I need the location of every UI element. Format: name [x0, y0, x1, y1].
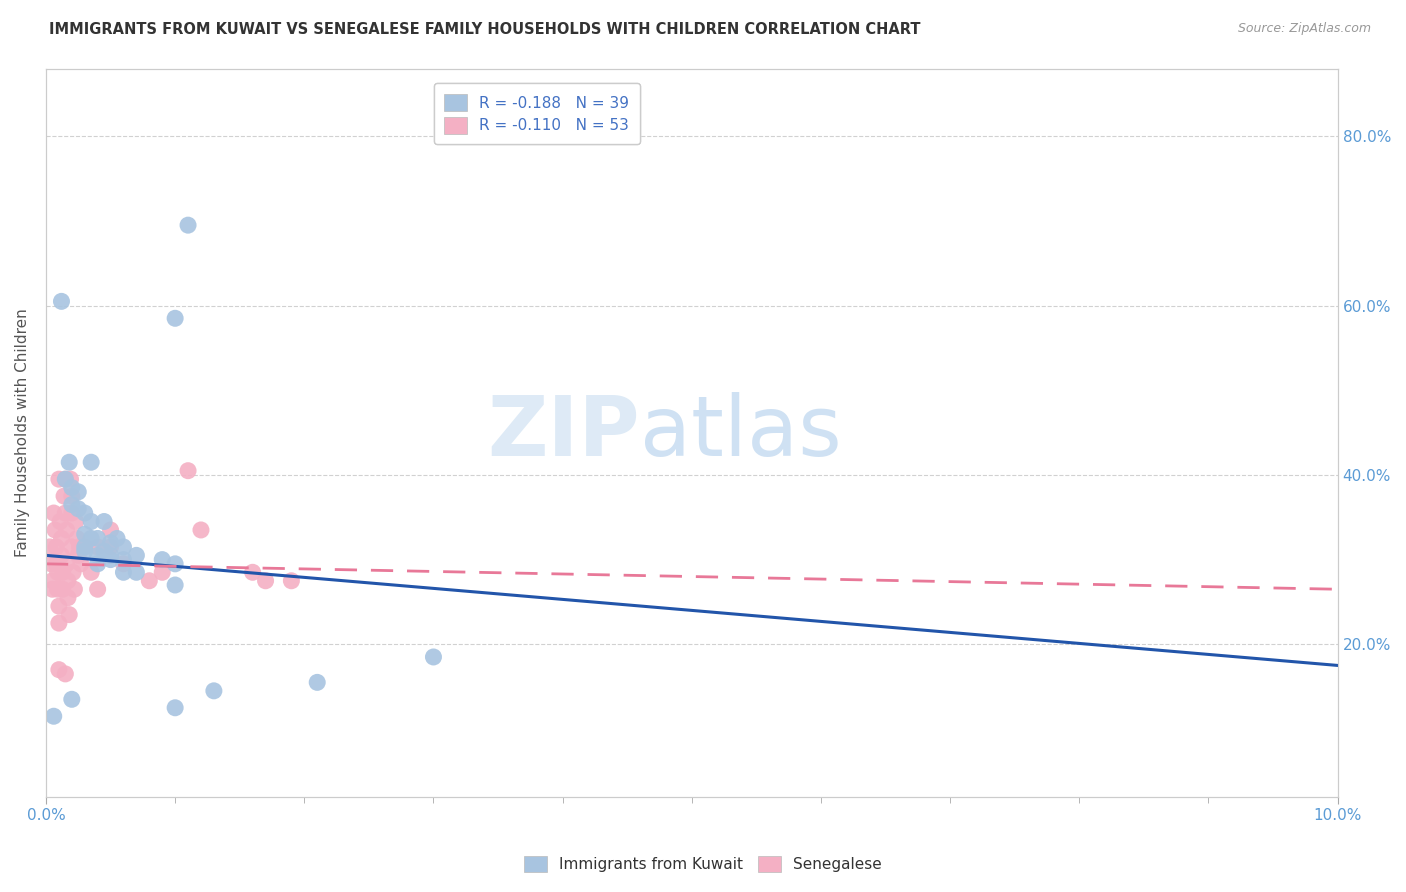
Point	[190, 523, 212, 537]
Point	[53, 472, 76, 486]
Point	[56, 591, 79, 605]
Y-axis label: Family Households with Children: Family Households with Children	[15, 309, 30, 557]
Point	[150, 566, 173, 580]
Point	[73, 506, 96, 520]
Point	[100, 552, 122, 566]
Point	[65, 515, 87, 529]
Text: Source: ZipAtlas.com: Source: ZipAtlas.com	[1237, 22, 1371, 36]
Point	[93, 544, 115, 558]
Point	[48, 472, 70, 486]
Point	[422, 650, 444, 665]
Point	[307, 675, 329, 690]
Point	[73, 540, 96, 554]
Point	[60, 506, 83, 520]
Point	[86, 540, 108, 554]
Point	[67, 549, 90, 563]
Point	[49, 515, 72, 529]
Point	[48, 599, 70, 614]
Point	[80, 532, 103, 546]
Point	[177, 464, 200, 478]
Text: ZIP: ZIP	[488, 392, 640, 473]
Point	[100, 535, 122, 549]
Point	[56, 574, 79, 588]
Point	[60, 481, 83, 495]
Point	[38, 540, 60, 554]
Point	[52, 566, 75, 580]
Point	[55, 523, 77, 537]
Point	[52, 582, 75, 597]
Point	[80, 455, 103, 469]
Point	[165, 311, 187, 326]
Point	[165, 700, 187, 714]
Point	[254, 574, 277, 588]
Point	[150, 552, 173, 566]
Point	[177, 218, 200, 232]
Point	[73, 527, 96, 541]
Point	[165, 578, 187, 592]
Point	[42, 506, 65, 520]
Point	[48, 616, 70, 631]
Point	[242, 566, 264, 580]
Point	[60, 692, 83, 706]
Point	[112, 540, 135, 554]
Point	[67, 501, 90, 516]
Point	[41, 574, 63, 588]
Point	[100, 540, 122, 554]
Point	[80, 515, 103, 529]
Point	[53, 506, 76, 520]
Point	[112, 566, 135, 580]
Point	[105, 532, 128, 546]
Point	[63, 582, 86, 597]
Point	[125, 549, 148, 563]
Point	[45, 557, 67, 571]
Point	[44, 523, 66, 537]
Point	[86, 549, 108, 563]
Point	[53, 489, 76, 503]
Point	[70, 557, 93, 571]
Point	[138, 574, 160, 588]
Point	[60, 489, 83, 503]
Point	[59, 472, 82, 486]
Legend: R = -0.188   N = 39, R = -0.110   N = 53: R = -0.188 N = 39, R = -0.110 N = 53	[433, 84, 640, 145]
Point	[69, 540, 91, 554]
Point	[55, 557, 77, 571]
Point	[100, 523, 122, 537]
Point	[41, 582, 63, 597]
Text: IMMIGRANTS FROM KUWAIT VS SENEGALESE FAMILY HOUSEHOLDS WITH CHILDREN CORRELATION: IMMIGRANTS FROM KUWAIT VS SENEGALESE FAM…	[49, 22, 921, 37]
Point	[58, 607, 80, 622]
Legend: Immigrants from Kuwait, Senegalese: Immigrants from Kuwait, Senegalese	[516, 848, 890, 880]
Point	[202, 683, 225, 698]
Point	[66, 532, 89, 546]
Point	[112, 557, 135, 571]
Point	[112, 552, 135, 566]
Point	[53, 472, 76, 486]
Point	[93, 515, 115, 529]
Point	[51, 549, 73, 563]
Point	[53, 666, 76, 681]
Point	[73, 544, 96, 558]
Point	[125, 566, 148, 580]
Point	[86, 582, 108, 597]
Point	[39, 557, 62, 571]
Point	[42, 709, 65, 723]
Point	[86, 532, 108, 546]
Point	[51, 294, 73, 309]
Point	[100, 549, 122, 563]
Point	[60, 540, 83, 554]
Point	[51, 532, 73, 546]
Point	[165, 557, 187, 571]
Point	[46, 582, 69, 597]
Point	[73, 540, 96, 554]
Point	[60, 498, 83, 512]
Point	[48, 663, 70, 677]
Point	[58, 455, 80, 469]
Point	[80, 566, 103, 580]
Point	[67, 484, 90, 499]
Point	[62, 566, 84, 580]
Point	[45, 540, 67, 554]
Point	[86, 557, 108, 571]
Point	[46, 566, 69, 580]
Text: atlas: atlas	[640, 392, 842, 473]
Point	[280, 574, 302, 588]
